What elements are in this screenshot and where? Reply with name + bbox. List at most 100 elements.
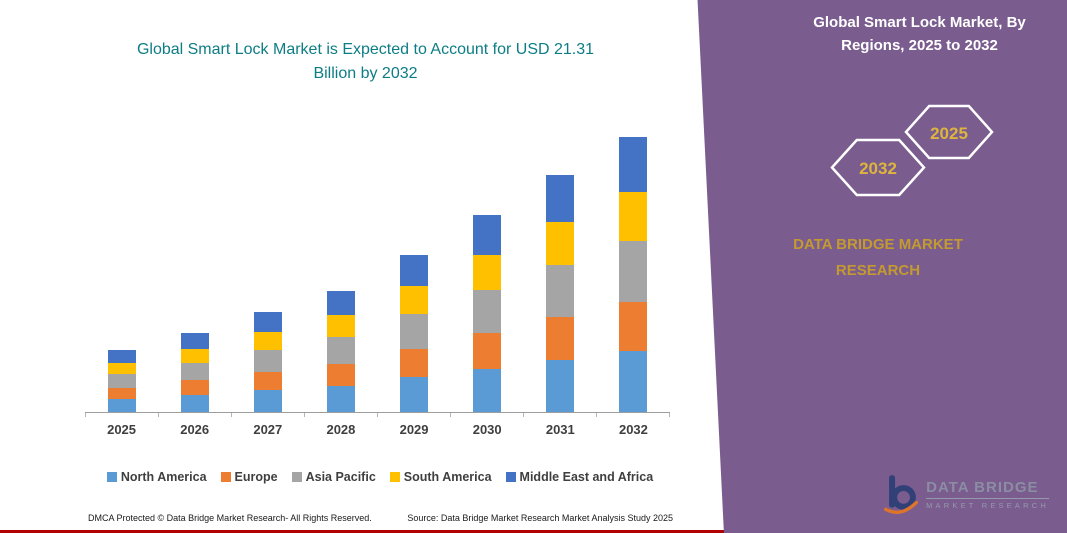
x-axis-label: 2032: [618, 422, 648, 437]
x-axis-label: 2027: [253, 422, 283, 437]
bar-slot: [378, 254, 451, 412]
legend-swatch: [505, 472, 516, 482]
bar-segment: [619, 137, 648, 192]
side-panel: Global Smart Lock Market, By Regions, 20…: [697, 0, 1067, 533]
bar-segment: [107, 350, 136, 363]
logo-text: DATA BRIDGE MARKET RESEARCH: [926, 479, 1049, 510]
panel-title: Global Smart Lock Market, By Regions, 20…: [813, 14, 1026, 54]
bar-segment: [546, 222, 575, 266]
bar-segment: [253, 332, 282, 351]
x-axis-label: 2028: [326, 422, 356, 437]
bar-segment: [546, 175, 575, 223]
stacked-bar-2026: [180, 332, 209, 412]
bar-segment: [326, 337, 355, 364]
bar-segment: [473, 254, 502, 291]
company-logo: DATA BRIDGE MARKET RESEARCH: [884, 473, 1049, 515]
legend-swatch: [389, 472, 400, 482]
legend-label: Asia Pacific: [305, 470, 376, 484]
x-axis-label: 2029: [399, 422, 429, 437]
x-axis-label: 2025: [107, 422, 137, 437]
bar-slot: [304, 290, 377, 412]
legend-swatch: [291, 472, 302, 482]
bar-segment: [253, 312, 282, 333]
bar-segment: [180, 363, 209, 381]
hexagon-2025: 2025: [904, 104, 994, 160]
bar-segment: [473, 368, 502, 412]
legend-item: North America: [106, 470, 207, 484]
bar-segment: [107, 398, 136, 412]
axis-tick: [378, 413, 451, 417]
bar-segment: [180, 380, 209, 395]
bar-segment: [400, 377, 429, 412]
bar-segment: [546, 317, 575, 360]
bar-slot: [231, 312, 304, 412]
legend-label: North America: [120, 470, 207, 484]
axis-tick: [85, 413, 159, 417]
bar-segment: [253, 390, 282, 412]
hexagon-2032: 2032: [830, 138, 926, 197]
bar-segment: [326, 363, 355, 386]
bar-segment: [180, 348, 209, 364]
plot-area: [85, 100, 670, 413]
bar-segment: [107, 387, 136, 399]
x-axis-ticks: [85, 413, 670, 417]
year-hexagons: 2032 2025: [830, 104, 994, 197]
axis-tick: [524, 413, 597, 417]
bar-segment: [107, 374, 136, 388]
bar-segment: [180, 394, 209, 412]
bar-slot: [451, 215, 524, 412]
stacked-bar-2027: [253, 312, 282, 412]
hexagon-front-year: 2025: [930, 124, 968, 143]
legend-item: Asia Pacific: [291, 470, 376, 484]
legend-label: South America: [403, 470, 492, 484]
brand-text: DATA BRIDGE MARKET RESEARCH: [793, 236, 963, 279]
hexagon-back-year: 2032: [859, 159, 897, 178]
legend-label: Europe: [234, 470, 278, 484]
bar-segment: [473, 215, 502, 255]
x-axis-label: 2031: [545, 422, 575, 437]
bar-segment: [400, 285, 429, 315]
bar-segment: [253, 372, 282, 391]
bar-segment: [546, 265, 575, 318]
logo-line1: DATA BRIDGE: [926, 478, 1039, 496]
stacked-bar-2029: [400, 254, 429, 412]
bar-segment: [546, 359, 575, 412]
bar-slot: [85, 350, 158, 412]
legend-item: Middle East and Africa: [505, 470, 654, 484]
legend-swatch: [106, 472, 117, 482]
stacked-bar-2025: [107, 350, 136, 412]
dmca-note: DMCA Protected © Data Bridge Market Rese…: [88, 513, 372, 523]
bar-segment: [107, 363, 136, 374]
stacked-bar-2028: [326, 290, 355, 412]
logo-b-icon: [884, 475, 919, 515]
legend-label: Middle East and Africa: [519, 470, 654, 484]
bottom-accent-line: [0, 530, 1067, 533]
axis-tick: [232, 413, 305, 417]
source-note: Source: Data Bridge Market Research Mark…: [407, 513, 673, 523]
bar-segment: [326, 290, 355, 316]
logo-line2: MARKET RESEARCH: [926, 497, 1049, 510]
bar-slot: [524, 175, 597, 412]
stacked-bar-2030: [473, 215, 502, 412]
stacked-bar-chart: 2025 2026 2027 2028 2029 2030 2031 2032: [85, 100, 670, 437]
bar-segment: [400, 254, 429, 286]
stacked-bar-2032: [619, 137, 648, 412]
axis-tick: [597, 413, 670, 417]
legend: North America Europe Asia Pacific South Ame…: [60, 470, 700, 484]
x-axis-labels: 2025 2026 2027 2028 2029 2030 2031 2032: [85, 422, 670, 437]
bar-segment: [473, 290, 502, 334]
bar-segment: [326, 385, 355, 412]
stacked-bar-2031: [546, 175, 575, 412]
bar-segment: [619, 301, 648, 352]
legend-item: South America: [389, 470, 492, 484]
footer: DMCA Protected © Data Bridge Market Rese…: [88, 513, 673, 523]
bar-segment: [619, 191, 648, 242]
bar-segment: [326, 315, 355, 338]
legend-item: Europe: [220, 470, 278, 484]
bar-segment: [180, 332, 209, 349]
axis-tick: [159, 413, 232, 417]
bar-slot: [597, 137, 670, 412]
bar-segment: [400, 314, 429, 349]
bar-segment: [473, 333, 502, 369]
